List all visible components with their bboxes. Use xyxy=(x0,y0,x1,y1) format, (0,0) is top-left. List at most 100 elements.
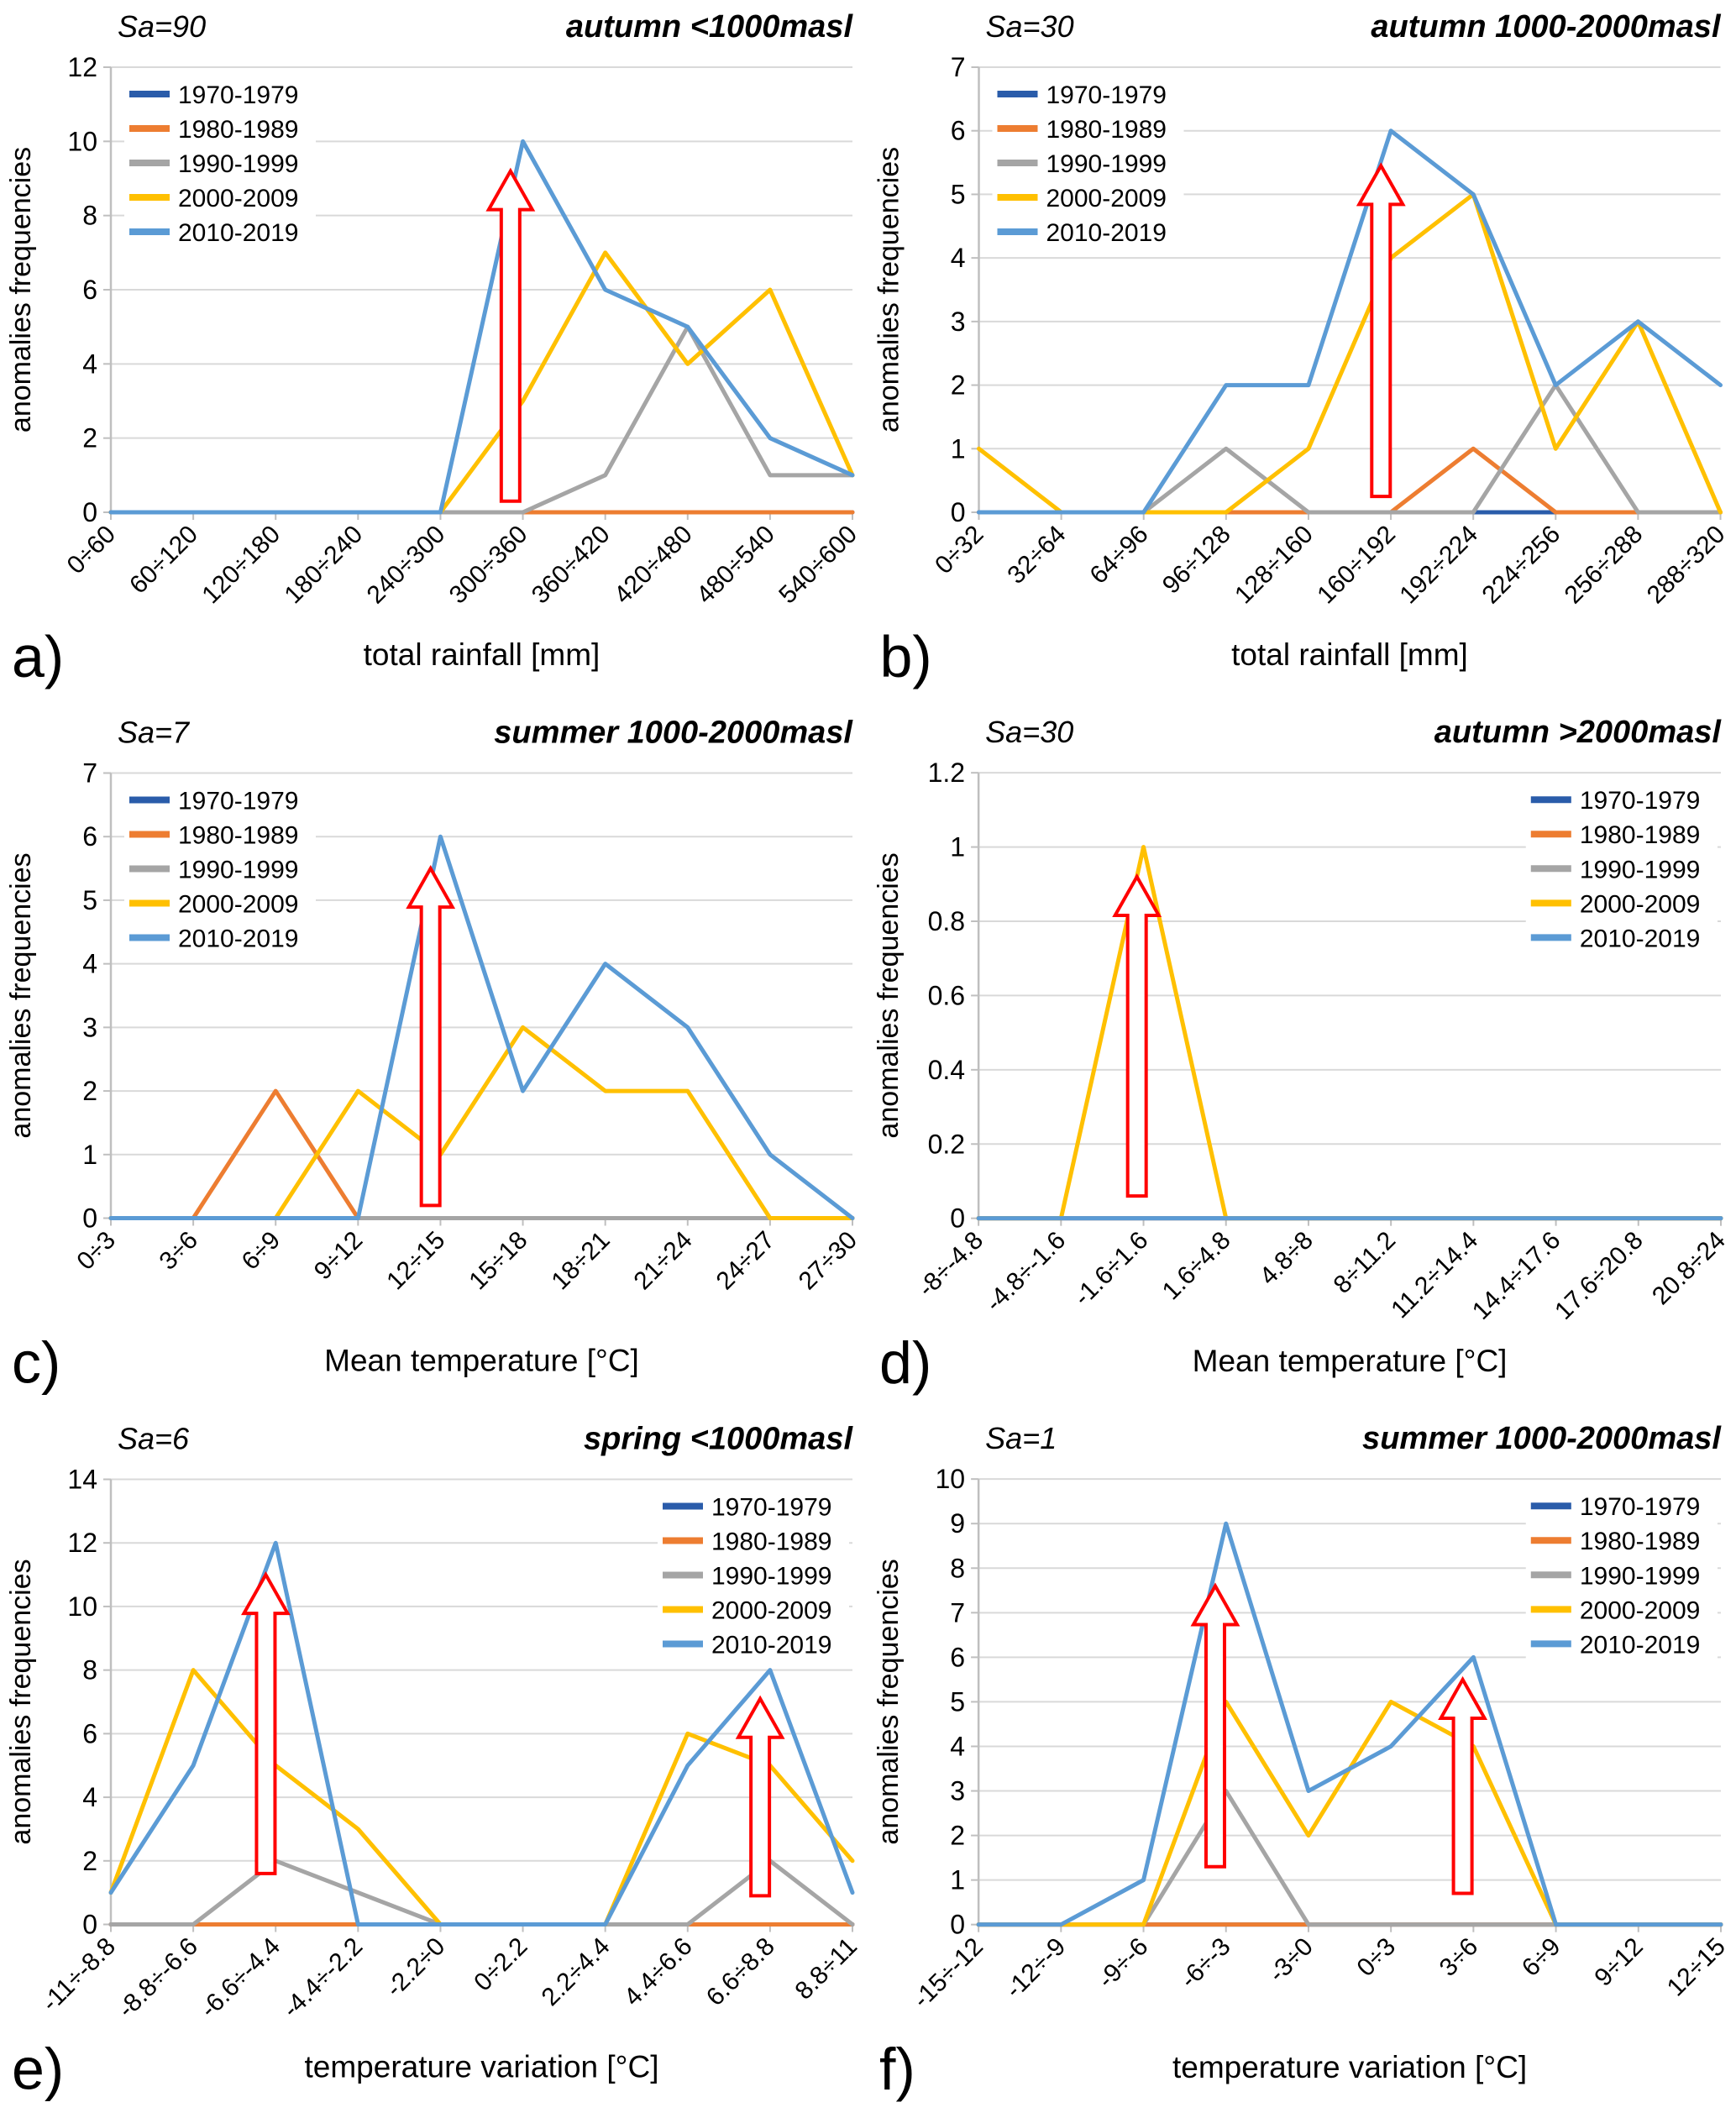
x-tick-label: 8.8÷11 xyxy=(789,1932,862,2005)
legend-label: 1990-1999 xyxy=(1580,1562,1701,1590)
y-tick-label: 8 xyxy=(82,201,97,231)
y-tick-label: 6 xyxy=(82,1718,97,1748)
x-tick-label: 32÷64 xyxy=(1002,521,1071,590)
chart-svg-c: 0 1 2 3 4 5 6 7 0÷3 3÷6 6÷9 9÷12 12÷15 15÷18 18÷21 21÷2… xyxy=(5,716,863,1396)
x-tick-label: 0÷3 xyxy=(71,1226,121,1276)
y-tick-label: 5 xyxy=(82,885,97,915)
legend-label: 1980-1989 xyxy=(711,1528,831,1556)
y-tick-label: 1 xyxy=(950,832,965,862)
y-tick-label: 0.4 xyxy=(928,1055,966,1085)
y-tick-label: 1 xyxy=(951,433,966,464)
y-tick-label: 7 xyxy=(951,52,966,82)
y-axis-title: anomalies frequencies xyxy=(5,852,37,1138)
y-tick-label: 1.2 xyxy=(928,758,966,788)
series-line-1990-1999 xyxy=(976,1789,1723,1927)
x-tick-label: 24÷27 xyxy=(711,1226,780,1295)
x-tick-label: -6÷-3 xyxy=(1175,1932,1236,1994)
x-tick-label: 96÷128 xyxy=(1157,521,1236,600)
series-line-1990-1999 xyxy=(108,1858,855,1927)
series-line-1990-1999 xyxy=(108,324,855,515)
legend-label: 1990-1999 xyxy=(1580,856,1701,883)
x-tick-label: 15÷18 xyxy=(464,1226,532,1295)
y-tick-label: 4 xyxy=(950,1731,965,1761)
x-tick-label: 14.4÷17.6 xyxy=(1467,1226,1566,1325)
x-tick-label: -8÷-4.8 xyxy=(913,1226,989,1302)
sa-count-label: Sa=30 xyxy=(985,715,1073,749)
y-axis-title: anomalies frequencies xyxy=(873,147,905,433)
y-tick-label: 2 xyxy=(950,1821,965,1851)
series-line-2010-2019 xyxy=(108,834,855,1220)
highlight-arrow xyxy=(1356,162,1406,499)
y-tick-label: 10 xyxy=(67,126,97,156)
x-tick-label: 0÷60 xyxy=(62,521,121,579)
chart-svg-f: 0 1 2 3 4 5 6 7 8 9 10 -15÷-12 -12÷-9 -9÷-6 -6÷-3 -3÷0 0… xyxy=(873,1421,1731,2102)
legend: 1970-1979 1980-1989 1990-1999 2000-2009 2010… xyxy=(124,778,316,961)
x-tick-label: -4.4÷-2.2 xyxy=(277,1932,368,2023)
highlight-arrow xyxy=(735,1695,785,1898)
chart-svg-b: 0 1 2 3 4 5 6 7 0÷32 32÷64 64÷96 96÷128128÷160160÷1… xyxy=(873,9,1731,689)
legend-label: 2010-2019 xyxy=(1580,1631,1701,1659)
panel-letter: d) xyxy=(879,1330,931,1396)
x-tick-label: 9÷12 xyxy=(309,1226,368,1285)
x-tick-label: 240÷300 xyxy=(362,521,451,610)
x-tick-label: 480÷540 xyxy=(691,521,780,610)
series-line-2010-2019 xyxy=(976,1521,1723,1927)
y-tick-label: 1 xyxy=(950,1865,965,1895)
legend-label: 1980-1989 xyxy=(178,822,298,850)
y-tick-label: 2 xyxy=(82,1846,97,1876)
x-tick-label: -12÷-9 xyxy=(1000,1932,1072,2004)
y-tick-label: 3 xyxy=(950,1776,965,1806)
legend-label: 1990-1999 xyxy=(178,150,298,178)
x-tick-label: 17.6÷20.8 xyxy=(1550,1226,1649,1325)
y-tick-label: 8 xyxy=(82,1655,97,1685)
y-tick-label: 0 xyxy=(82,1910,97,1940)
y-tick-label: 6 xyxy=(82,275,97,305)
x-tick-label: 180÷240 xyxy=(280,521,369,610)
y-tick-label: 12 xyxy=(67,1528,97,1558)
x-tick-label: 420÷480 xyxy=(609,521,698,610)
x-tick-label: 6÷9 xyxy=(237,1226,286,1276)
x-axis-title: temperature variation [°C] xyxy=(305,2050,659,2084)
x-tick-label: 0÷32 xyxy=(930,521,989,579)
x-tick-label: 64÷96 xyxy=(1085,521,1154,590)
x-tick-label: 3÷6 xyxy=(1434,1932,1484,1982)
series-line-2000-2009 xyxy=(108,1025,855,1220)
y-tick-label: 0.8 xyxy=(928,906,966,936)
legend-label: 1990-1999 xyxy=(711,1563,831,1591)
chart-title: autumn >2000masl xyxy=(1434,715,1723,750)
x-tick-label: -9÷-6 xyxy=(1093,1932,1154,1994)
chart-svg-d: 0 0.2 0.4 0.6 0.8 1 1.2 -8÷-4.8-4.8÷-1.6-1.6÷1.… xyxy=(873,715,1731,1396)
panel-letter: c) xyxy=(12,1330,60,1396)
x-axis-title: total rainfall [mm] xyxy=(364,637,601,672)
series-line-2000-2009 xyxy=(108,250,855,515)
legend-label: 1980-1989 xyxy=(1046,116,1167,144)
legend-label: 2010-2019 xyxy=(1580,925,1701,952)
y-tick-label: 0 xyxy=(82,1203,97,1234)
y-tick-label: 3 xyxy=(82,1012,97,1042)
legend: 1970-1979 1980-1989 1990-1999 2000-2009 2010… xyxy=(124,72,316,254)
y-axis-title: anomalies frequencies xyxy=(873,1559,905,1844)
x-tick-label: 3÷6 xyxy=(154,1226,203,1276)
legend-label: 1970-1979 xyxy=(711,1494,831,1522)
sa-count-label: Sa=30 xyxy=(986,9,1074,44)
chart-title: summer 1000-2000masl xyxy=(494,716,853,751)
sa-count-label: Sa=7 xyxy=(118,716,191,750)
panel-letter: e) xyxy=(12,2037,64,2102)
series-line-2010-2019 xyxy=(108,139,855,515)
x-tick-label: 160÷192 xyxy=(1312,521,1401,610)
series-line-1980-1989 xyxy=(977,446,1723,515)
x-tick-label: -6.6÷-4.4 xyxy=(195,1932,286,2023)
series-line-2000-2009 xyxy=(976,1699,1723,1927)
legend-label: 1990-1999 xyxy=(178,857,298,884)
sa-count-label: Sa=1 xyxy=(985,1421,1057,1455)
y-tick-label: 0.2 xyxy=(928,1129,966,1159)
y-tick-label: 4 xyxy=(82,1782,97,1812)
legend-label: 1970-1979 xyxy=(178,81,298,109)
legend-label: 2000-2009 xyxy=(1580,1596,1701,1624)
legend-label: 2000-2009 xyxy=(178,185,298,212)
chart-panel-f: 0 1 2 3 4 5 6 7 8 9 10 -15÷-12 -12÷-9 -9÷-6 -6÷-3 -3÷0 0… xyxy=(868,1412,1736,2118)
x-tick-label: 300÷360 xyxy=(444,521,533,610)
x-tick-label: -2.2÷0 xyxy=(380,1932,450,2002)
y-axis-title: anomalies frequencies xyxy=(873,852,905,1138)
